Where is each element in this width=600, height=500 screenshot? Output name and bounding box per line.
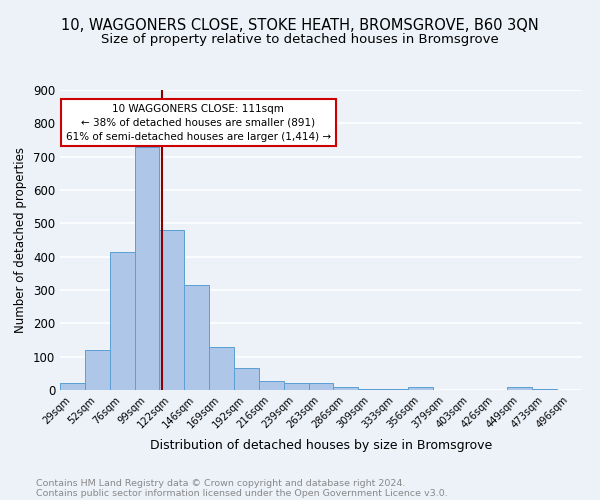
Text: Contains public sector information licensed under the Open Government Licence v3: Contains public sector information licen…	[36, 488, 448, 498]
Bar	[234, 368, 259, 390]
Bar	[110, 252, 134, 390]
Text: 10, WAGGONERS CLOSE, STOKE HEATH, BROMSGROVE, B60 3QN: 10, WAGGONERS CLOSE, STOKE HEATH, BROMSG…	[61, 18, 539, 32]
Text: 10 WAGGONERS CLOSE: 111sqm
← 38% of detached houses are smaller (891)
61% of sem: 10 WAGGONERS CLOSE: 111sqm ← 38% of deta…	[66, 104, 331, 142]
Bar	[508, 388, 532, 390]
Y-axis label: Number of detached properties: Number of detached properties	[14, 147, 28, 333]
Bar	[358, 389, 383, 390]
Bar	[284, 382, 308, 390]
Text: Size of property relative to detached houses in Bromsgrove: Size of property relative to detached ho…	[101, 32, 499, 46]
Bar	[85, 350, 110, 390]
Bar	[209, 346, 234, 390]
Bar	[259, 380, 284, 390]
Bar	[308, 382, 334, 390]
Bar	[408, 388, 433, 390]
Bar	[134, 146, 160, 390]
Bar	[334, 388, 358, 390]
X-axis label: Distribution of detached houses by size in Bromsgrove: Distribution of detached houses by size …	[150, 439, 492, 452]
Bar	[532, 389, 557, 390]
Text: Contains HM Land Registry data © Crown copyright and database right 2024.: Contains HM Land Registry data © Crown c…	[36, 478, 406, 488]
Bar	[184, 285, 209, 390]
Bar	[60, 384, 85, 390]
Bar	[160, 230, 184, 390]
